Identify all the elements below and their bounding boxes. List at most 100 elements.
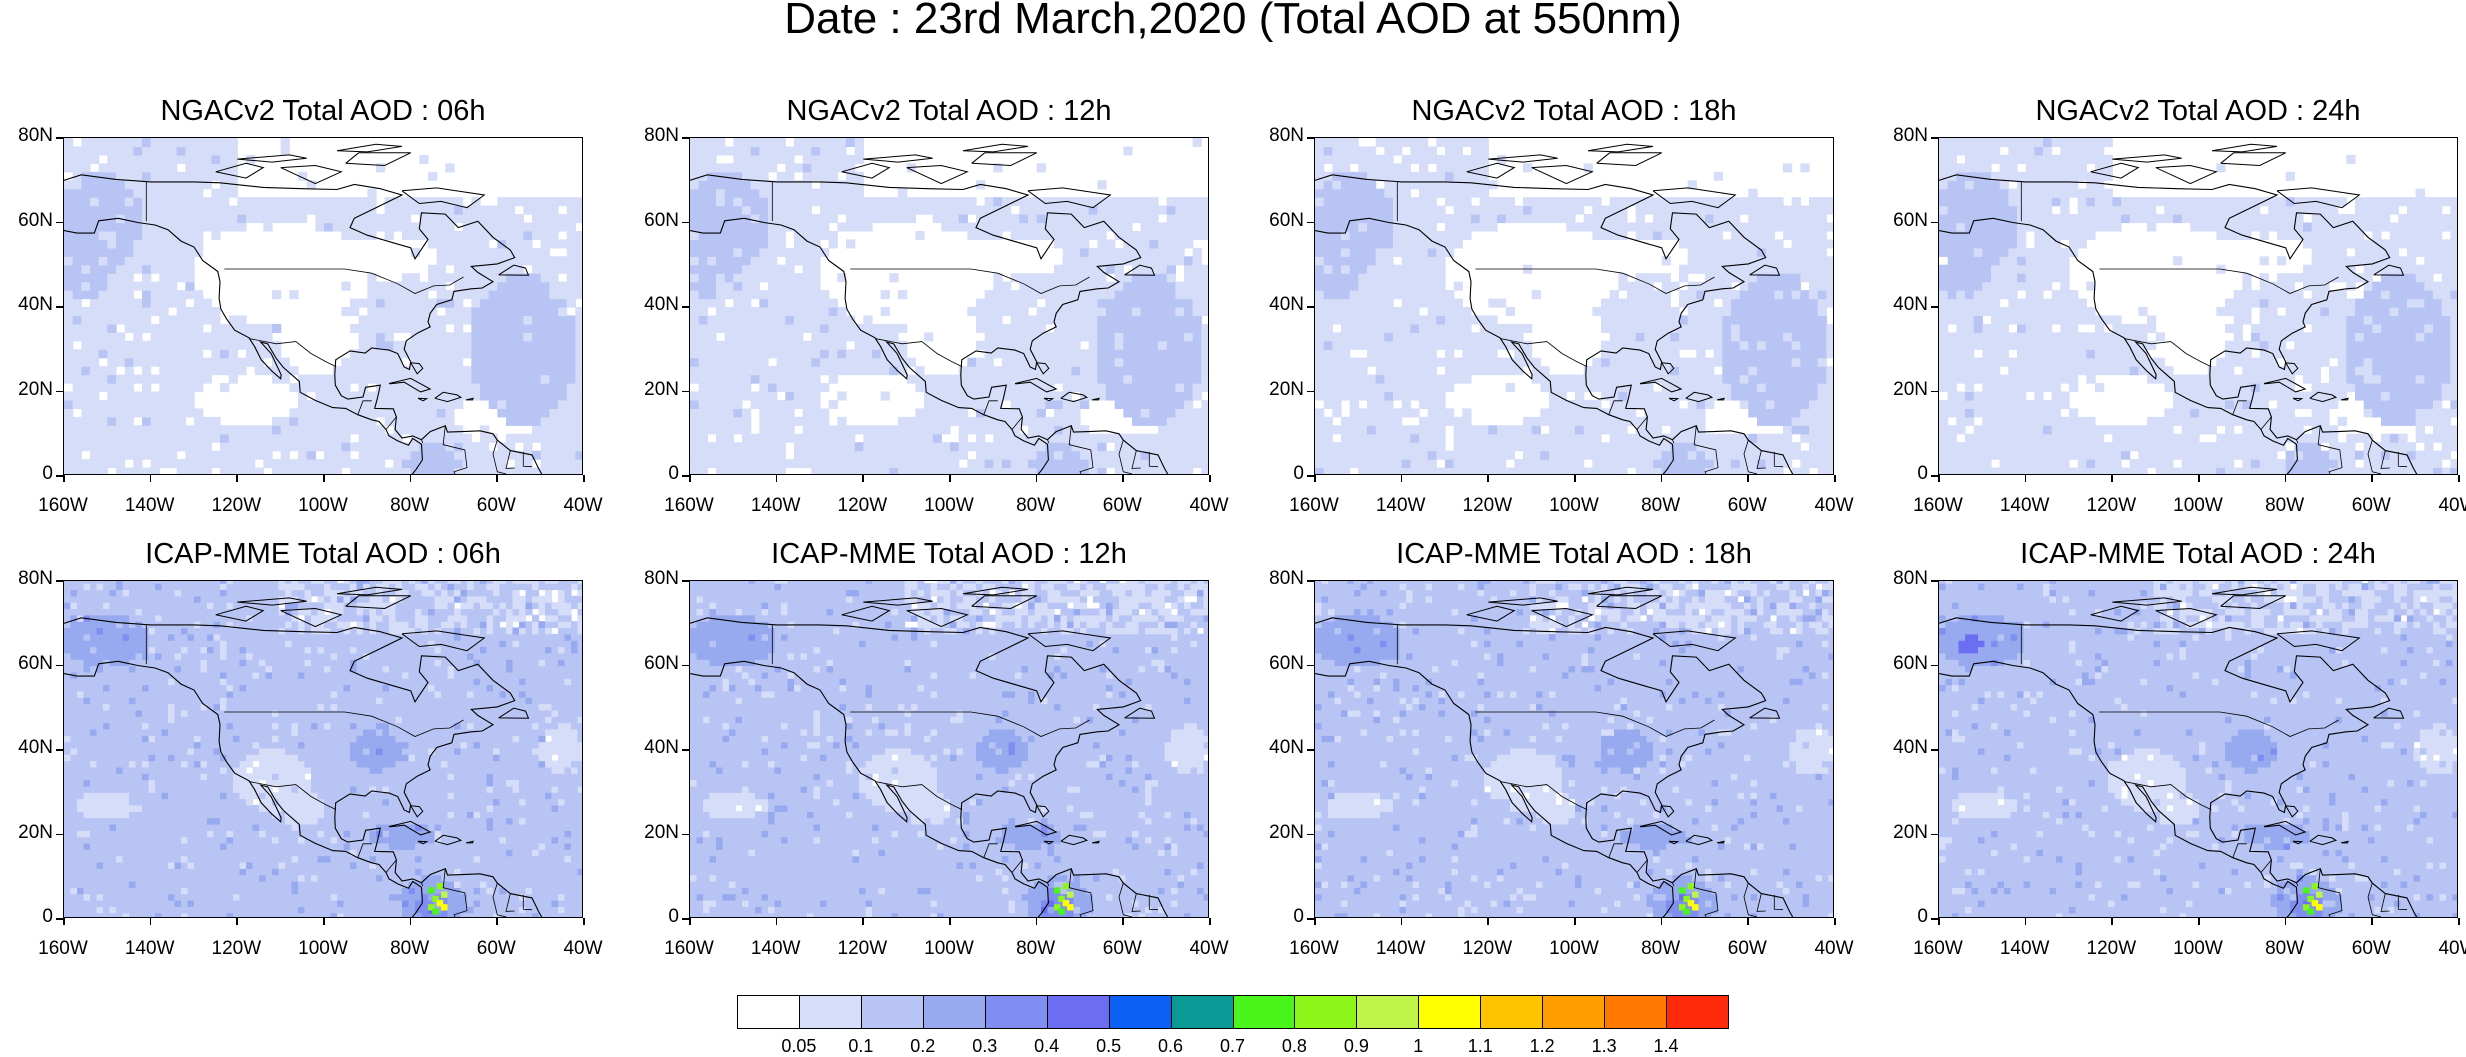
lon-tick-label: 100W bbox=[1534, 938, 1614, 960]
lon-tick bbox=[776, 918, 778, 925]
lon-tick bbox=[1661, 918, 1663, 925]
colorbar bbox=[737, 995, 1728, 1029]
lon-tick-label: 120W bbox=[2071, 495, 2151, 517]
lat-tick-label: 80N bbox=[619, 568, 679, 590]
lon-tick bbox=[2285, 475, 2287, 482]
lat-tick bbox=[1307, 306, 1314, 308]
lon-tick-label: 80W bbox=[2245, 938, 2325, 960]
colorbar-segment bbox=[1418, 995, 1481, 1029]
lon-tick-label: 80W bbox=[996, 495, 1076, 517]
lat-tick-label: 20N bbox=[0, 379, 53, 401]
lon-tick-label: 100W bbox=[283, 495, 363, 517]
lon-tick-label: 120W bbox=[1447, 495, 1527, 517]
lat-tick bbox=[1931, 580, 1938, 582]
colorbar-segment bbox=[1604, 995, 1667, 1029]
lon-tick-label: 80W bbox=[1621, 938, 1701, 960]
lat-tick-label: 60N bbox=[1868, 210, 1928, 232]
lat-tick bbox=[682, 834, 689, 836]
aod-map bbox=[1315, 581, 1834, 918]
lon-tick-label: 120W bbox=[822, 495, 902, 517]
lat-tick bbox=[1307, 665, 1314, 667]
lon-tick bbox=[1036, 918, 1038, 925]
lat-tick bbox=[682, 222, 689, 224]
colorbar-segment bbox=[1480, 995, 1543, 1029]
lat-tick bbox=[1307, 834, 1314, 836]
lat-tick bbox=[682, 918, 689, 920]
lat-tick bbox=[56, 834, 63, 836]
colorbar-segment bbox=[1047, 995, 1110, 1029]
lat-tick-label: 80N bbox=[1868, 568, 1928, 590]
lon-tick bbox=[236, 475, 238, 482]
lon-tick bbox=[1938, 475, 1940, 482]
lat-tick-label: 40N bbox=[1868, 294, 1928, 316]
lat-tick-label: 0 bbox=[1868, 906, 1928, 928]
lat-tick-label: 0 bbox=[619, 463, 679, 485]
lat-tick bbox=[1931, 918, 1938, 920]
lon-tick-label: 60W bbox=[456, 495, 536, 517]
lon-tick bbox=[583, 475, 585, 482]
lat-tick-label: 0 bbox=[1244, 463, 1304, 485]
lon-tick bbox=[2111, 918, 2113, 925]
lat-tick-label: 80N bbox=[619, 125, 679, 147]
lon-tick bbox=[2198, 918, 2200, 925]
panel-title: NGACv2 Total AOD : 24h bbox=[1918, 95, 2466, 128]
map-frame bbox=[1938, 580, 2458, 918]
lat-tick bbox=[682, 749, 689, 751]
lon-tick-label: 120W bbox=[1447, 938, 1527, 960]
lat-tick-label: 20N bbox=[619, 379, 679, 401]
lon-tick bbox=[150, 475, 152, 482]
lon-tick bbox=[496, 918, 498, 925]
lat-tick bbox=[1307, 749, 1314, 751]
colorbar-segment bbox=[799, 995, 862, 1029]
lat-tick-label: 60N bbox=[1244, 653, 1304, 675]
lon-tick-label: 80W bbox=[996, 938, 1076, 960]
panel-title: NGACv2 Total AOD : 12h bbox=[669, 95, 1229, 128]
aod-map bbox=[690, 581, 1209, 918]
colorbar-label: 0.9 bbox=[1326, 1036, 1386, 1057]
lat-tick bbox=[56, 222, 63, 224]
lat-tick-label: 80N bbox=[0, 125, 53, 147]
lat-tick-label: 60N bbox=[1244, 210, 1304, 232]
lon-tick bbox=[1834, 475, 1836, 482]
lon-tick-label: 160W bbox=[1898, 938, 1978, 960]
lon-tick bbox=[1574, 918, 1576, 925]
figure-title: Date : 23rd March,2020 (Total AOD at 550… bbox=[0, 0, 2466, 44]
lon-tick bbox=[1401, 918, 1403, 925]
lon-tick-label: 60W bbox=[1707, 495, 1787, 517]
panel-title: ICAP-MME Total AOD : 24h bbox=[1918, 538, 2466, 571]
lon-tick bbox=[1938, 918, 1940, 925]
colorbar-label: 0.4 bbox=[1017, 1036, 1077, 1057]
lat-tick bbox=[56, 306, 63, 308]
lon-tick-label: 40W bbox=[1169, 495, 1249, 517]
lat-tick-label: 80N bbox=[1244, 125, 1304, 147]
lat-tick bbox=[682, 475, 689, 477]
lon-tick bbox=[410, 918, 412, 925]
lat-tick-label: 40N bbox=[1244, 737, 1304, 759]
lat-tick-label: 0 bbox=[1244, 906, 1304, 928]
lon-tick-label: 100W bbox=[1534, 495, 1614, 517]
aod-map bbox=[64, 581, 583, 918]
panel-title: ICAP-MME Total AOD : 18h bbox=[1294, 538, 1854, 571]
lon-tick-label: 40W bbox=[543, 495, 623, 517]
aod-map bbox=[1939, 581, 2458, 918]
lon-tick bbox=[150, 918, 152, 925]
lon-tick bbox=[1209, 918, 1211, 925]
lon-tick bbox=[323, 918, 325, 925]
lon-tick-label: 80W bbox=[1621, 495, 1701, 517]
lat-tick bbox=[56, 137, 63, 139]
lat-tick-label: 60N bbox=[0, 653, 53, 675]
lon-tick bbox=[1401, 475, 1403, 482]
lon-tick-label: 60W bbox=[1082, 495, 1162, 517]
lon-tick bbox=[1487, 918, 1489, 925]
lon-tick-label: 40W bbox=[1794, 495, 1874, 517]
lon-tick bbox=[63, 475, 65, 482]
lat-tick bbox=[1931, 391, 1938, 393]
lat-tick bbox=[682, 306, 689, 308]
map-frame bbox=[1314, 137, 1834, 475]
lon-tick bbox=[689, 475, 691, 482]
lon-tick-label: 100W bbox=[283, 938, 363, 960]
lon-tick bbox=[2111, 475, 2113, 482]
aod-map bbox=[690, 138, 1209, 475]
colorbar-segment bbox=[985, 995, 1048, 1029]
lat-tick bbox=[1307, 137, 1314, 139]
